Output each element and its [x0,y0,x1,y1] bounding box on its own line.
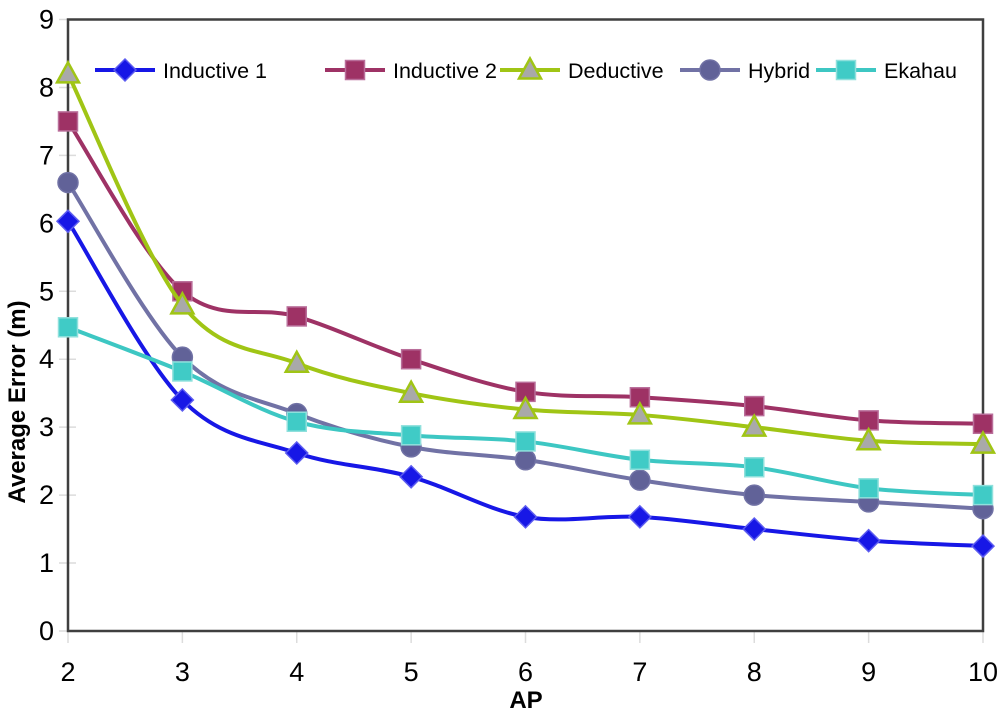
legend-marker-inductive-1 [112,57,138,83]
legend-label-hybrid: Hybrid [748,59,810,83]
series-marker-deductive-x10 [969,430,997,454]
series-marker-ekahau-x4 [286,411,307,432]
x-tick-label-2: 2 [60,657,75,687]
y-tick-label-7: 7 [39,140,54,170]
y-tick-label-3: 3 [39,412,54,442]
legend-marker-hybrid [699,59,721,81]
x-axis-title: AP [509,687,543,714]
y-tick-label-4: 4 [39,344,54,374]
legend-marker-inductive-2 [344,59,366,81]
y-tick-label-1: 1 [39,548,54,578]
series-marker-inductive-1-x3 [170,387,195,413]
x-tick-label-9: 9 [861,657,876,687]
series-marker-deductive-x3 [169,290,196,315]
y-tick-label-2: 2 [39,480,54,510]
series-marker-inductive-1-x10 [970,534,996,559]
series-marker-inductive-1-x8 [742,517,767,542]
series-marker-ekahau-x2 [57,317,79,338]
legend-label-inductive-2: Inductive 2 [393,59,497,83]
series-marker-deductive-x7 [626,400,653,425]
series-marker-deductive-x4 [283,349,310,374]
series-marker-ekahau-x8 [744,457,765,478]
x-tick-label-5: 5 [404,657,419,687]
y-tick-label-8: 8 [39,72,54,102]
series-marker-inductive-1-x4 [284,440,309,466]
series-marker-ekahau-x7 [629,449,651,471]
series-marker-hybrid-x2 [57,171,79,194]
series-marker-hybrid-x6 [514,449,537,471]
series-marker-ekahau-x3 [172,361,193,382]
series-marker-inductive-1-x2 [55,209,81,234]
y-axis-title: Average Error (m) [4,300,31,504]
series-marker-inductive-1-x7 [627,504,652,529]
x-tick-label-4: 4 [289,657,304,687]
series-marker-ekahau-x10 [972,484,994,506]
series-marker-hybrid-x8 [743,484,765,506]
series-marker-deductive-x8 [741,413,768,437]
series-marker-deductive-x5 [398,379,425,403]
legend-marker-ekahau [835,59,857,81]
series-marker-deductive-x2 [54,59,82,84]
y-tick-label-6: 6 [39,208,54,238]
y-tick-label-0: 0 [39,616,54,646]
series-marker-deductive-x9 [855,426,882,451]
legend-label-inductive-1: Inductive 1 [163,59,267,83]
series-marker-inductive-1-x5 [399,464,424,489]
series-marker-inductive-1-x6 [513,504,538,529]
y-tick-label-5: 5 [39,276,54,306]
series-marker-inductive-2-x5 [400,348,422,370]
series-marker-ekahau-x5 [400,425,422,446]
series-marker-hybrid-x7 [629,469,651,491]
series-marker-deductive-x6 [512,395,539,420]
series-marker-inductive-2-x2 [57,111,79,132]
x-tick-label-8: 8 [747,657,762,687]
series-marker-ekahau-x9 [858,478,879,499]
x-tick-label-6: 6 [518,657,533,687]
series-marker-ekahau-x6 [515,431,536,452]
y-tick-label-9: 9 [39,5,54,35]
legend-label-ekahau: Ekahau [884,59,957,83]
series-marker-inductive-1-x9 [856,528,881,553]
x-tick-label-3: 3 [175,657,190,687]
x-tick-label-7: 7 [632,657,647,687]
x-tick-label-10: 10 [968,657,998,687]
series-marker-inductive-2-x8 [744,395,765,417]
series-marker-inductive-2-x4 [286,306,307,327]
legend-label-deductive: Deductive [568,59,664,83]
legend-marker-deductive [516,55,544,80]
